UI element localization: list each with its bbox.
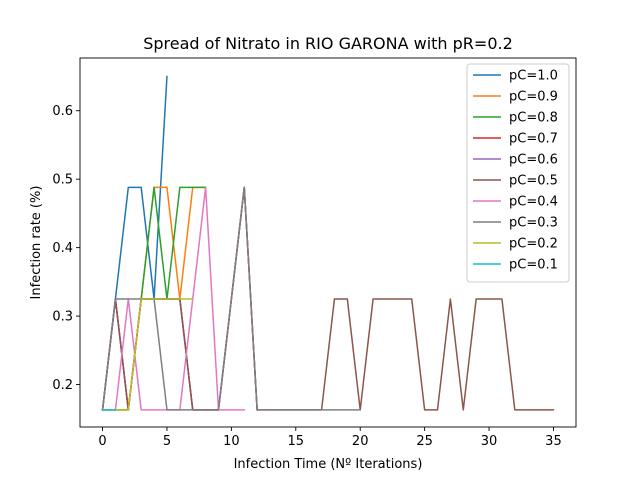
y-tick-label: 0.2 — [52, 378, 73, 393]
legend-label: pC=0.6 — [509, 153, 558, 168]
y-tick-label: 0.6 — [52, 104, 73, 119]
y-tick-label: 0.4 — [52, 241, 73, 256]
y-axis-title: Infection rate (%) — [29, 186, 44, 300]
x-axis: 0 5 10 15 20 25 30 35 — [98, 427, 562, 449]
plot-frame — [79, 57, 577, 428]
x-tick-label: 35 — [545, 434, 562, 449]
x-axis-title: Infection Time (Nº Iterations) — [234, 457, 423, 472]
chart-title: Spread of Nitrato in RIO GARONA with pR=… — [143, 34, 513, 53]
legend-box — [466, 63, 570, 283]
legend-label: pC=0.5 — [509, 174, 558, 189]
x-tick-label: 0 — [98, 434, 106, 449]
x-tick-label: 10 — [223, 434, 240, 449]
legend-label: pC=0.4 — [509, 195, 558, 210]
series-line-pc-0-2 — [101, 298, 194, 411]
y-tick-label: 0.3 — [52, 310, 73, 325]
legend-label: pC=0.9 — [509, 90, 558, 105]
legend-label: pC=0.8 — [509, 111, 558, 126]
x-tick-label: 30 — [481, 434, 498, 449]
legend-label: pC=0.3 — [509, 216, 558, 231]
legend-label: pC=0.2 — [509, 237, 558, 252]
y-tick-label: 0.5 — [52, 173, 73, 188]
y-axis: 0.2 0.3 0.4 0.5 0.6 — [52, 104, 80, 393]
x-tick-label: 15 — [288, 434, 305, 449]
legend-label: pC=1.0 — [509, 69, 558, 84]
x-tick-label: 25 — [416, 434, 433, 449]
x-tick-label: 20 — [352, 434, 369, 449]
x-tick-label: 5 — [163, 434, 171, 449]
legend-label: pC=0.7 — [509, 132, 558, 147]
plot-lines — [101, 75, 555, 411]
legend: pC=1.0 pC=0.9 pC=0.8 pC=0.7 pC=0.6 pC=0.5 pC=0… — [466, 63, 570, 283]
legend-label: pC=0.1 — [509, 258, 558, 273]
